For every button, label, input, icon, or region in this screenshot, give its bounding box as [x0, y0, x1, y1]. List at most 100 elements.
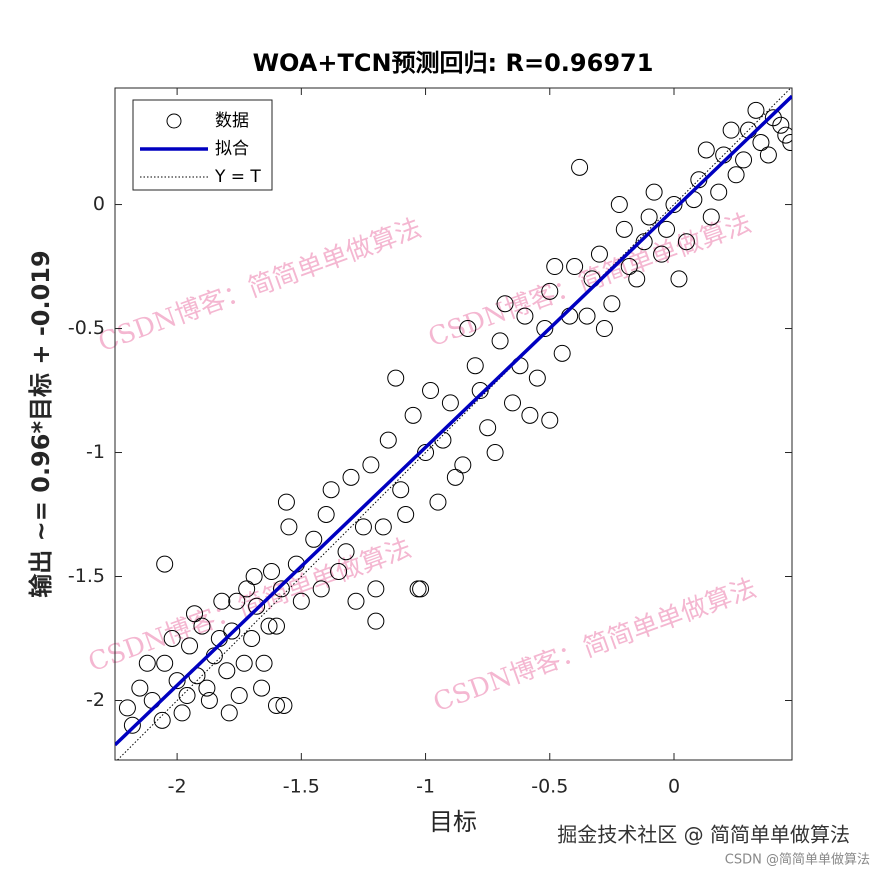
data-point: [536, 320, 554, 338]
y-tick-label: 0: [93, 193, 105, 215]
data-point: [213, 592, 231, 610]
x-tick-label: -1.5: [283, 776, 320, 798]
data-point: [528, 369, 546, 387]
data-point: [658, 220, 676, 238]
x-tick-label: -2: [168, 776, 187, 798]
data-point: [541, 411, 559, 429]
data-point: [459, 320, 477, 338]
data-point: [362, 456, 380, 474]
data-point: [263, 563, 281, 581]
y-tick-label: -2: [86, 689, 105, 711]
data-point: [267, 617, 285, 635]
data-point: [546, 258, 564, 276]
data-point: [516, 307, 534, 325]
data-point: [248, 597, 266, 615]
data-point: [566, 258, 584, 276]
data-point: [603, 295, 621, 313]
marks: [115, 88, 792, 760]
data-point: [665, 196, 683, 214]
data-point: [193, 617, 211, 635]
legend-label: 拟合: [215, 139, 249, 159]
data-point: [417, 444, 435, 462]
data-point: [342, 468, 360, 486]
y-tick-label: -1: [86, 441, 105, 463]
data-point: [228, 592, 246, 610]
data-point: [374, 518, 392, 536]
data-point: [677, 233, 695, 251]
data-point: [312, 580, 330, 598]
data-point: [521, 406, 539, 424]
data-point: [181, 637, 199, 655]
data-point: [777, 126, 792, 144]
data-point: [138, 654, 156, 672]
data-point: [322, 481, 340, 499]
data-point: [260, 617, 278, 635]
data-point: [422, 382, 440, 400]
data-point: [697, 141, 715, 159]
data-point: [238, 580, 256, 598]
data-point: [198, 679, 216, 697]
data-point: [727, 166, 745, 184]
data-point: [186, 605, 204, 623]
data-point: [354, 518, 372, 536]
data-point: [620, 258, 638, 276]
data-point: [764, 109, 782, 127]
data-point: [610, 196, 628, 214]
data-point: [317, 506, 335, 524]
data-point: [223, 622, 241, 640]
footer-main: 掘金技术社区 @ 简简单单做算法: [557, 823, 850, 847]
legend-label: 数据: [215, 111, 249, 131]
data-point: [267, 696, 285, 714]
data-point: [571, 158, 589, 176]
data-point: [702, 208, 720, 226]
data-point: [118, 699, 136, 717]
data-point: [367, 612, 385, 630]
data-point: [123, 716, 141, 734]
data-point: [330, 563, 348, 581]
data-point: [466, 357, 484, 375]
data-point: [220, 704, 238, 722]
data-point: [200, 691, 218, 709]
legend-marker: [166, 113, 182, 129]
data-point: [772, 116, 790, 134]
data-point: [782, 134, 792, 152]
data-point: [280, 518, 298, 536]
x-tick-label: -1: [416, 776, 435, 798]
data-point: [595, 320, 613, 338]
data-point: [640, 208, 658, 226]
data-point: [245, 568, 263, 586]
data-point: [253, 679, 271, 697]
data-point: [367, 580, 385, 598]
data-point: [486, 444, 504, 462]
data-point: [156, 654, 174, 672]
data-point: [446, 468, 464, 486]
x-tick-label: -0.5: [531, 776, 568, 798]
data-point: [722, 121, 740, 139]
data-point: [590, 245, 608, 263]
x-axis-label: 目标: [429, 808, 477, 836]
data-point: [392, 481, 410, 499]
data-point: [255, 654, 273, 672]
data-point: [628, 270, 646, 288]
data-point: [404, 406, 422, 424]
data-point: [412, 580, 430, 598]
data-point: [379, 431, 397, 449]
fit-line: [115, 94, 792, 747]
data-point: [615, 220, 633, 238]
data-point: [578, 307, 596, 325]
data-point: [230, 687, 248, 705]
data-point: [454, 456, 472, 474]
data-point: [747, 101, 765, 119]
data-point: [131, 679, 149, 697]
data-point: [735, 151, 753, 169]
data-point: [429, 493, 447, 511]
legend-label: Y = T: [214, 167, 261, 187]
data-point: [496, 295, 514, 313]
data-point: [387, 369, 405, 387]
data-point: [153, 711, 171, 729]
data-point: [479, 419, 497, 437]
data-point: [441, 394, 459, 412]
legend-box: [132, 99, 273, 191]
data-point: [292, 592, 310, 610]
